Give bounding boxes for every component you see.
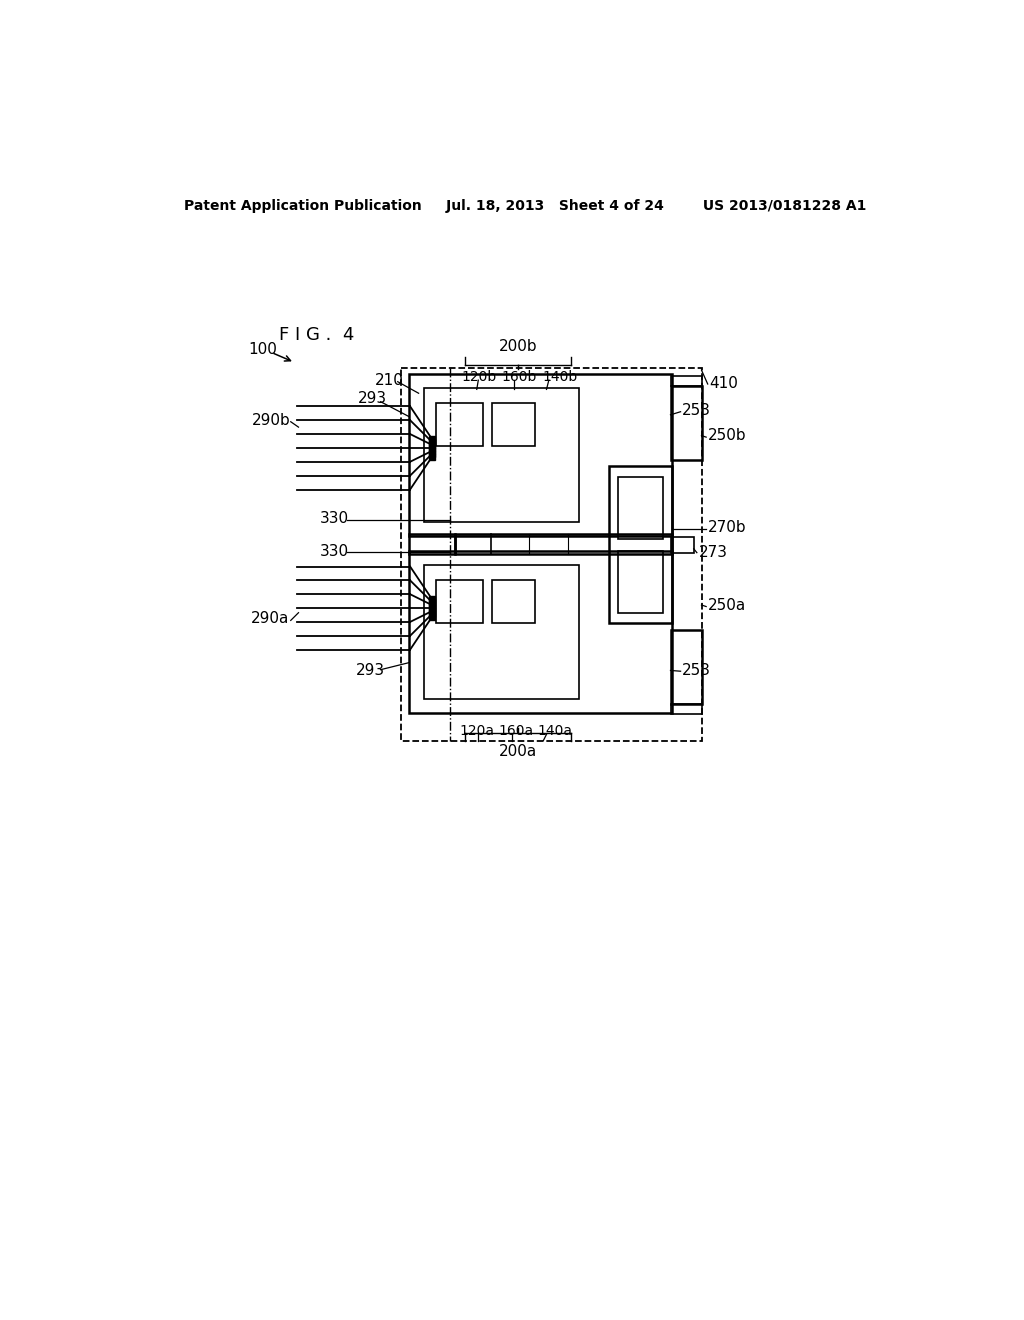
Text: 270b: 270b: [708, 520, 746, 536]
Text: 293: 293: [357, 391, 386, 407]
Text: 140a: 140a: [538, 725, 572, 738]
Bar: [617, 552, 663, 612]
Bar: [493, 581, 535, 623]
Bar: [671, 630, 701, 704]
Bar: [608, 466, 672, 623]
Text: 200a: 200a: [499, 743, 538, 759]
Text: 273: 273: [698, 545, 727, 560]
Bar: [671, 537, 693, 553]
Text: 290b: 290b: [252, 413, 291, 428]
Text: F I G .  4: F I G . 4: [280, 326, 354, 345]
Bar: [617, 478, 663, 539]
Text: 330: 330: [321, 511, 349, 527]
Bar: [436, 581, 483, 623]
Text: 200b: 200b: [499, 339, 538, 354]
Bar: [409, 552, 672, 713]
Text: 250b: 250b: [708, 428, 746, 444]
Text: Patent Application Publication     Jul. 18, 2013   Sheet 4 of 24        US 2013/: Patent Application Publication Jul. 18, …: [183, 199, 866, 213]
Text: 160b: 160b: [502, 370, 537, 384]
Bar: [400, 368, 701, 741]
Text: 100: 100: [248, 342, 278, 356]
Text: 210: 210: [375, 372, 403, 388]
Text: 410: 410: [710, 376, 738, 391]
Bar: [424, 388, 579, 521]
Text: 250a: 250a: [708, 598, 745, 612]
Bar: [409, 374, 672, 536]
Text: 293: 293: [356, 663, 385, 678]
Bar: [671, 704, 701, 714]
Text: 140b: 140b: [543, 370, 578, 384]
Text: 290a: 290a: [251, 611, 289, 627]
Text: 253: 253: [682, 663, 711, 678]
Bar: [436, 404, 483, 446]
Text: 330: 330: [321, 544, 349, 558]
Text: 120a: 120a: [460, 725, 495, 738]
Bar: [455, 535, 672, 554]
Bar: [424, 565, 579, 700]
Text: 120b: 120b: [461, 370, 497, 384]
Bar: [409, 535, 455, 554]
Text: 253: 253: [682, 404, 711, 418]
Bar: [671, 387, 701, 461]
Bar: [671, 376, 701, 387]
Bar: [493, 404, 535, 446]
Text: 160a: 160a: [499, 725, 534, 738]
